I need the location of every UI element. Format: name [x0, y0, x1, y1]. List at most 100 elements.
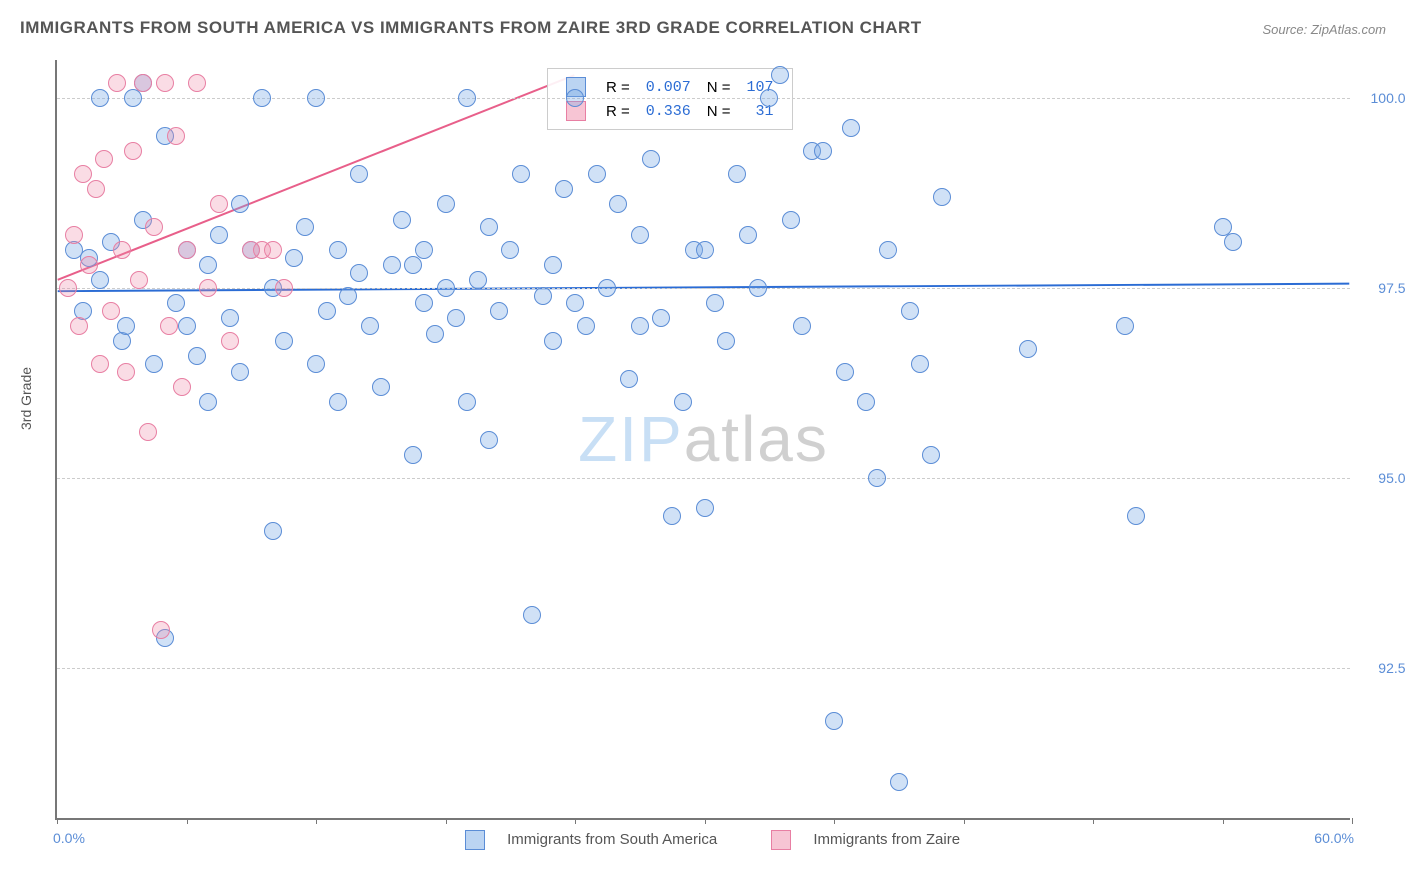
y-tick-label: 97.5%	[1378, 280, 1406, 296]
data-point	[836, 363, 854, 381]
data-point	[221, 309, 239, 327]
data-point	[674, 393, 692, 411]
data-point	[152, 621, 170, 639]
data-point	[793, 317, 811, 335]
series-legend: Immigrants from South America Immigrants…	[57, 830, 1350, 850]
y-tick-label: 92.5%	[1378, 660, 1406, 676]
data-point	[426, 325, 444, 343]
data-point	[318, 302, 336, 320]
data-point	[652, 309, 670, 327]
data-point	[544, 256, 562, 274]
data-point	[868, 469, 886, 487]
data-point	[102, 302, 120, 320]
data-point	[501, 241, 519, 259]
data-point	[275, 332, 293, 350]
data-point	[173, 378, 191, 396]
data-point	[555, 180, 573, 198]
data-point	[178, 241, 196, 259]
data-point	[566, 89, 584, 107]
data-point	[825, 712, 843, 730]
data-point	[210, 226, 228, 244]
data-point	[728, 165, 746, 183]
data-point	[415, 241, 433, 259]
data-point	[95, 150, 113, 168]
data-point	[447, 309, 465, 327]
data-point	[469, 271, 487, 289]
data-point	[199, 279, 217, 297]
data-point	[178, 317, 196, 335]
data-point	[231, 195, 249, 213]
x-tick	[446, 818, 447, 824]
data-point	[933, 188, 951, 206]
x-tick	[1093, 818, 1094, 824]
data-point	[167, 294, 185, 312]
data-point	[393, 211, 411, 229]
data-point	[91, 355, 109, 373]
gridline	[57, 288, 1350, 289]
data-point	[609, 195, 627, 213]
data-point	[901, 302, 919, 320]
data-point	[372, 378, 390, 396]
data-point	[890, 773, 908, 791]
data-point	[210, 195, 228, 213]
data-point	[124, 89, 142, 107]
data-point	[296, 218, 314, 236]
data-point	[160, 317, 178, 335]
data-point	[512, 165, 530, 183]
data-point	[480, 431, 498, 449]
scatter-plot-area: ZIPatlas R =0.007N =107R =0.336N =31 Imm…	[55, 60, 1350, 820]
data-point	[437, 195, 455, 213]
data-point	[253, 89, 271, 107]
gridline	[57, 668, 1350, 669]
data-point	[631, 317, 649, 335]
x-tick	[1352, 818, 1353, 824]
x-tick	[187, 818, 188, 824]
x-tick	[57, 818, 58, 824]
data-point	[1127, 507, 1145, 525]
data-point	[631, 226, 649, 244]
data-point	[117, 363, 135, 381]
x-axis-min-label: 0.0%	[53, 830, 85, 846]
data-point	[490, 302, 508, 320]
data-point	[857, 393, 875, 411]
data-point	[199, 256, 217, 274]
data-point	[113, 332, 131, 350]
y-tick-label: 100.0%	[1371, 90, 1406, 106]
data-point	[577, 317, 595, 335]
data-point	[696, 499, 714, 517]
legend-row: R =0.336N =31	[558, 99, 782, 123]
data-point	[65, 226, 83, 244]
data-point	[145, 218, 163, 236]
data-point	[663, 507, 681, 525]
data-point	[842, 119, 860, 137]
x-tick	[316, 818, 317, 824]
data-point	[275, 279, 293, 297]
data-point	[329, 393, 347, 411]
data-point	[879, 241, 897, 259]
data-point	[588, 165, 606, 183]
data-point	[458, 393, 476, 411]
data-point	[74, 165, 92, 183]
data-point	[642, 150, 660, 168]
data-point	[264, 241, 282, 259]
gridline	[57, 98, 1350, 99]
data-point	[544, 332, 562, 350]
data-point	[134, 74, 152, 92]
data-point	[404, 446, 422, 464]
data-point	[350, 264, 368, 282]
data-point	[1224, 233, 1242, 251]
gridline	[57, 478, 1350, 479]
data-point	[749, 279, 767, 297]
data-point	[706, 294, 724, 312]
data-point	[566, 294, 584, 312]
data-point	[87, 180, 105, 198]
data-point	[814, 142, 832, 160]
data-point	[771, 66, 789, 84]
data-point	[117, 317, 135, 335]
data-point	[108, 74, 126, 92]
data-point	[188, 347, 206, 365]
x-tick	[575, 818, 576, 824]
y-tick-label: 95.0%	[1378, 470, 1406, 486]
data-point	[199, 393, 217, 411]
x-tick	[1223, 818, 1224, 824]
